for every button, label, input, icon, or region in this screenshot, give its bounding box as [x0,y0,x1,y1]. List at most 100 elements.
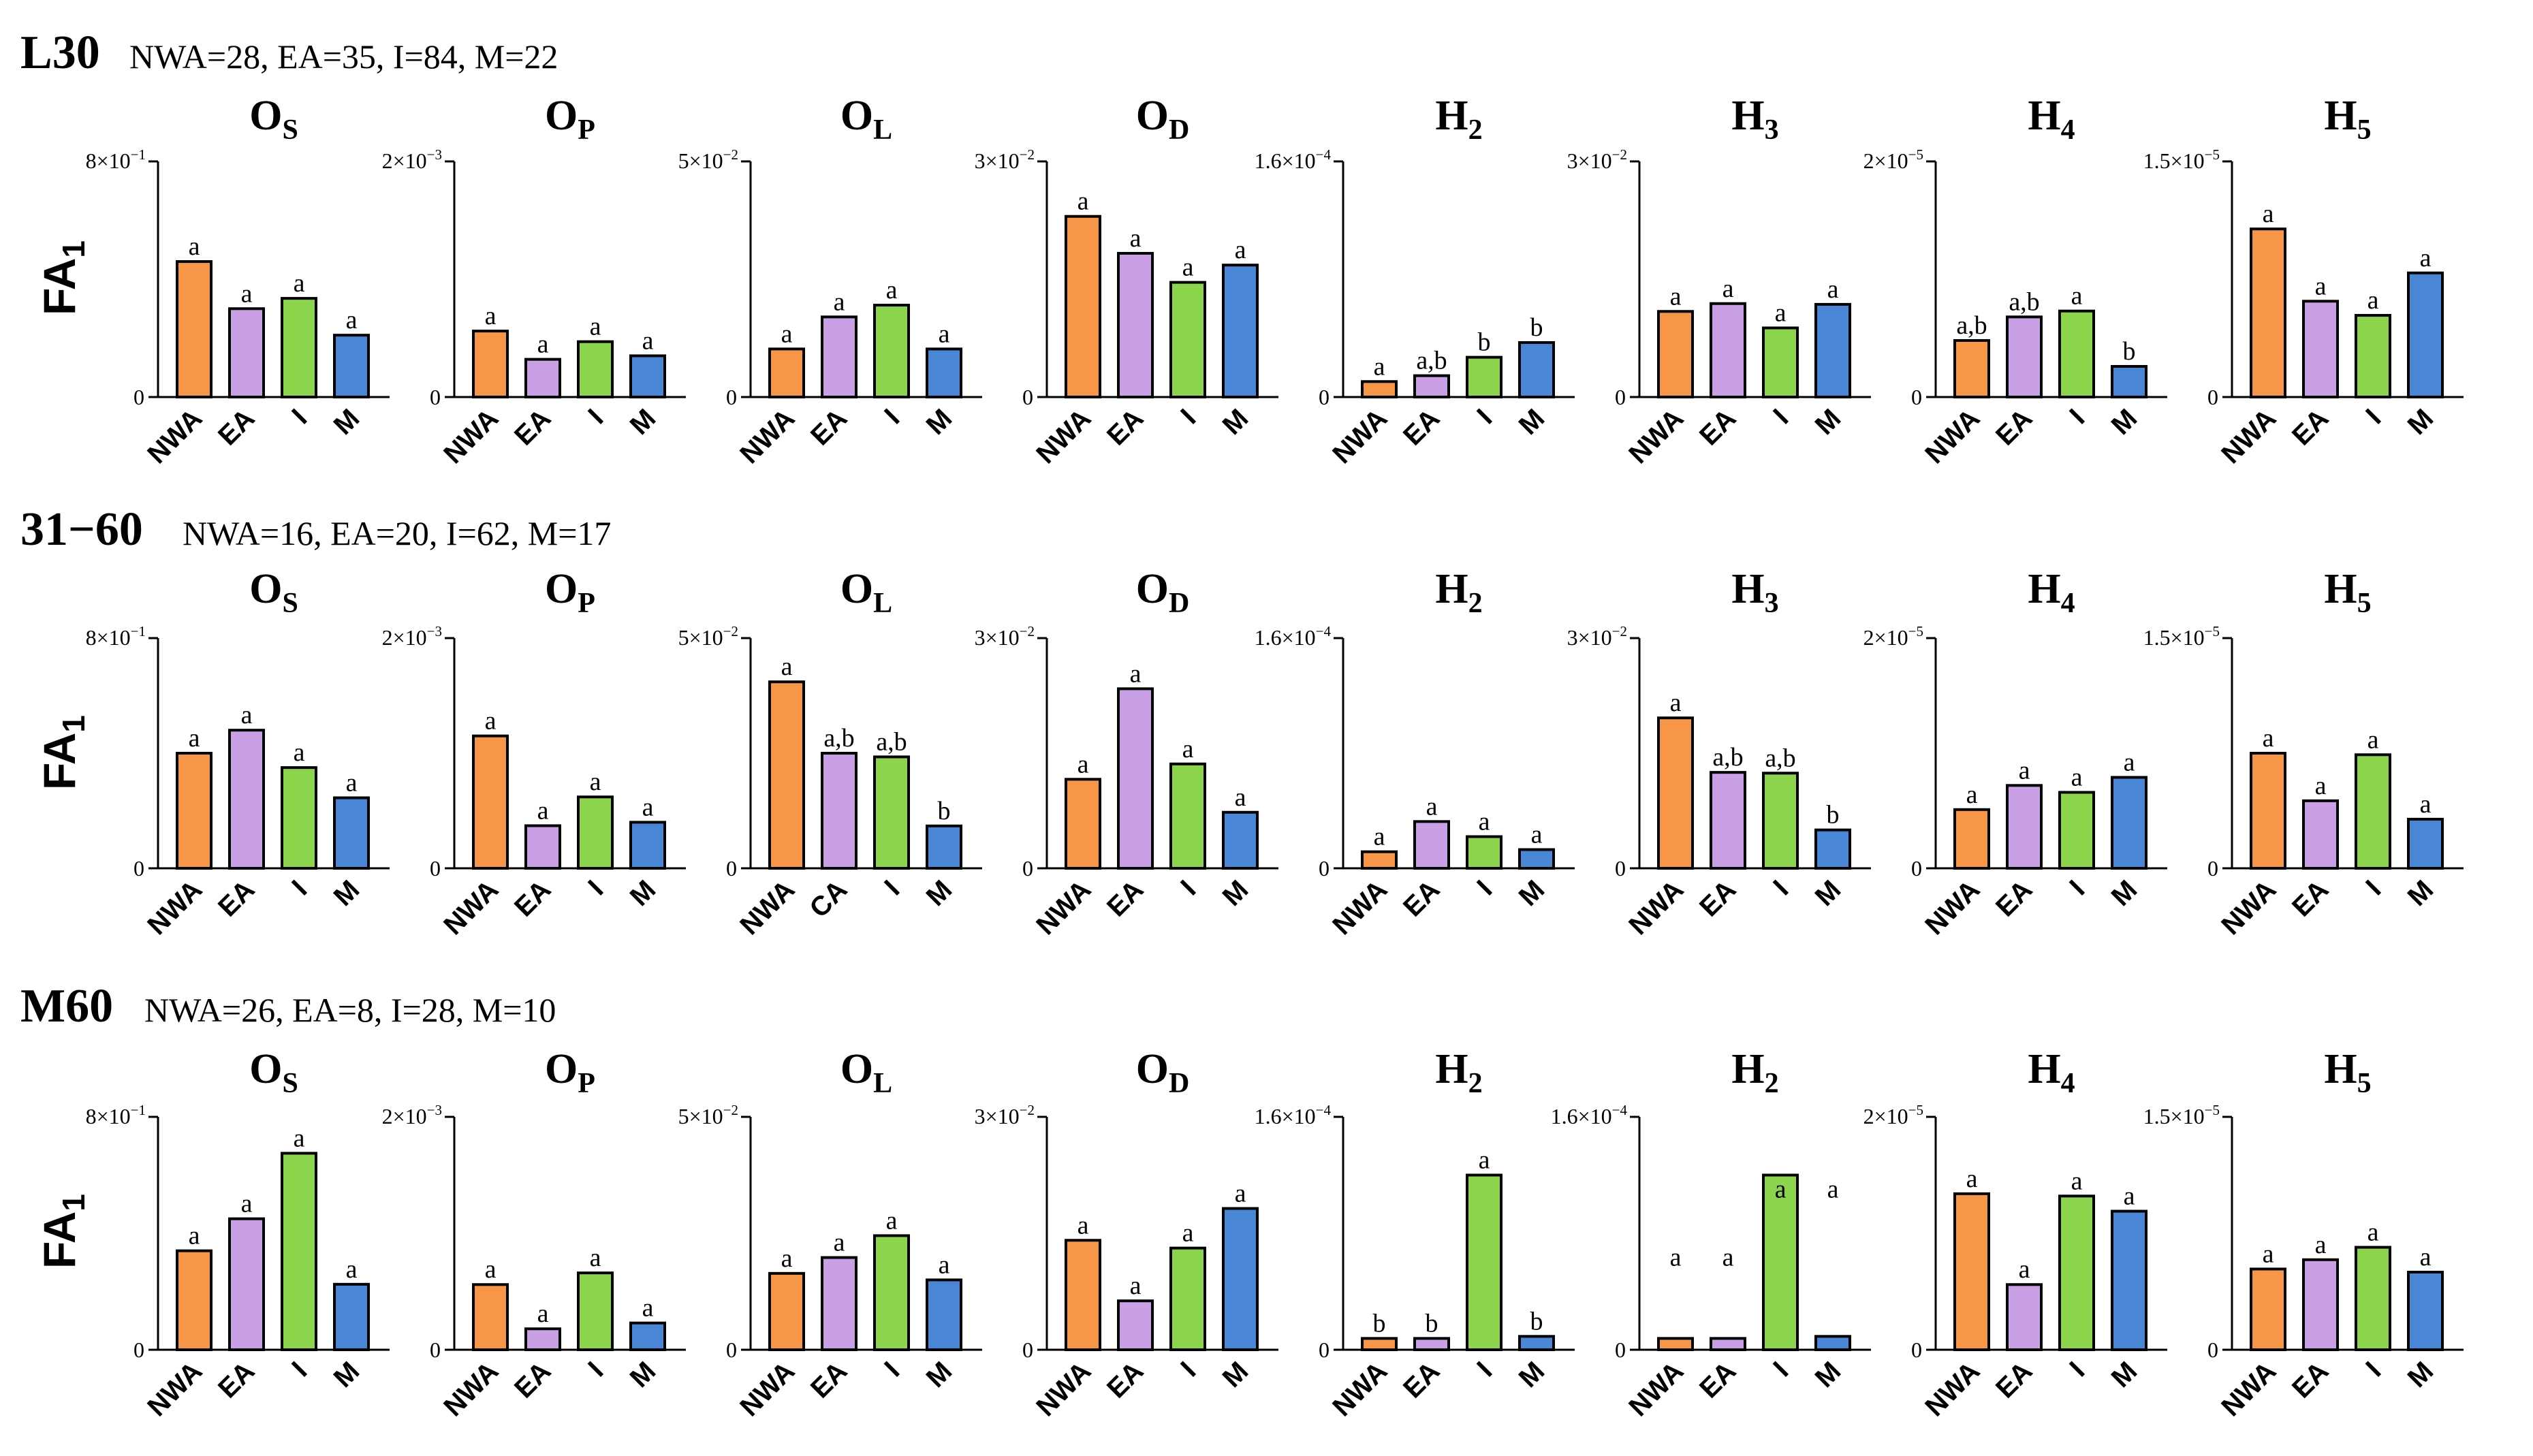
significance-label: a [1827,275,1839,304]
panel-title-sub: 5 [2357,114,2372,146]
y-tick-label-max: 2×10−5 [1863,146,1923,173]
bar-nwa [2250,227,2286,399]
x-tick-label: M [921,1356,958,1393]
significance-label: a [642,793,654,821]
significance-label: a [1182,253,1194,282]
x-tick-label: M [625,1356,662,1393]
x-tick-label: NWA [1327,403,1393,469]
panel-title-main: O [249,1046,282,1092]
bar-ea [228,729,265,870]
panel-title-main: O [1136,566,1169,612]
x-tick-label: NWA [734,1356,800,1422]
x-tick-label: NWA [1623,403,1689,469]
panels: OS8×10−10aNWAaEAaIaMOP2×10−30aNWAaEAaIaM… [86,93,2464,1422]
x-tick-label: M [1217,1356,1255,1393]
significance-label: a [642,1294,654,1323]
bar-m [333,334,370,398]
bar-i [577,795,614,870]
significance-label: a [1077,1211,1089,1239]
bar-ca [821,752,858,870]
x-tick-label: NWA [142,874,208,940]
significance-label: a [886,1206,898,1235]
bar-nwa [1361,1337,1398,1352]
y-tick-label-max: 1.5×10−5 [2143,1102,2220,1128]
x-tick-label: NWA [438,403,504,469]
row-header-l30: L30 NWA=28, EA=35, I=84, M=22 [20,27,558,79]
y-tick-label-max: 3×10−2 [975,623,1035,650]
row-header-31-60: 31−60 NWA=16, EA=20, I=62, M=17 [20,503,611,556]
significance-label: a [1670,282,1682,311]
bar-m [926,1278,962,1352]
bar-nwa [472,330,509,398]
x-tick-label: EA [2286,874,2334,922]
significance-label: a [2019,1255,2030,1284]
panel-title: H2 [1435,1046,1482,1099]
x-tick-label: I [2064,403,2090,430]
bar-nwa [2250,1267,2286,1351]
y-tick-label-zero: 0 [1319,1338,1330,1362]
bar-m [629,821,666,870]
significance-label: b [1373,1309,1386,1338]
x-tick-label: I [1471,1356,1498,1382]
y-tick-label-zero: 0 [726,856,737,881]
bar-i [2355,314,2391,399]
panel-title-main: H [2324,1046,2357,1092]
y-tick-label-zero: 0 [133,1338,144,1362]
panel-title-sub: 5 [2357,1068,2372,1099]
x-tick-label: NWA [734,403,800,469]
bar-nwa [768,1271,805,1351]
x-tick-label: EA [213,874,260,922]
x-tick-label: CA [804,874,853,923]
x-tick-label: M [2402,1356,2440,1393]
x-tick-label: EA [1101,403,1149,451]
x-tick-label: M [1810,1356,1847,1393]
panel-title: H4 [2028,93,2075,146]
significance-label: a [781,319,793,348]
x-tick-label: M [1513,874,1551,912]
bar-nwa [1065,215,1101,398]
bar-nwa [768,680,805,870]
bar-nwa [176,260,213,398]
significance-label: a [590,1244,601,1272]
x-tick-label: I [1175,874,1201,901]
significance-label: a [1670,1244,1682,1272]
x-tick-label: M [2106,874,2143,912]
panel-title-sub: D [1169,114,1189,146]
x-tick-label: M [2106,403,2143,441]
significance-label: b [2123,337,2136,366]
x-tick-label: I [2360,874,2387,901]
panel-title-sub: 2 [1765,1068,1779,1099]
y-tick-label-zero: 0 [1319,856,1330,881]
row-title: M60 [20,980,113,1032]
bar-panel: H2 1.6×10−4 0 a NWA a EA a Ia M [1551,1046,1871,1422]
significance-label: a [189,1222,200,1250]
y-tick-label-max: 3×10−2 [1567,623,1627,650]
x-tick-label: EA [509,874,556,922]
x-tick-label: EA [213,1356,260,1404]
x-tick-label: EA [805,1356,853,1404]
x-tick-label: M [1810,874,1847,912]
significance-label: a [294,1124,305,1152]
significance-label: a [1722,1244,1734,1272]
significance-label: a [1722,274,1734,303]
x-tick-label: NWA [1030,403,1097,469]
y-tick-label-max: 2×10−3 [382,146,442,173]
bar-m [1518,848,1555,870]
x-tick-label: NWA [438,1356,504,1422]
x-tick-label: M [921,874,958,912]
panel-title-sub: 3 [1765,588,1779,619]
panel-title: OL [840,93,892,146]
panel-title-sub: P [578,588,595,619]
significance-label: a [2071,1167,2083,1195]
bar-m [2407,817,2444,870]
panel-title-main: H [1731,1046,1764,1092]
y-tick-label-max: 5×10−2 [678,1102,738,1128]
x-tick-label: I [879,874,905,901]
bar-m [2111,365,2147,399]
bar-i [2058,309,2095,398]
significance-label: a [886,276,898,304]
x-tick-label: NWA [1327,874,1393,940]
bar-m [629,354,666,399]
significance-label: b [1478,328,1491,357]
